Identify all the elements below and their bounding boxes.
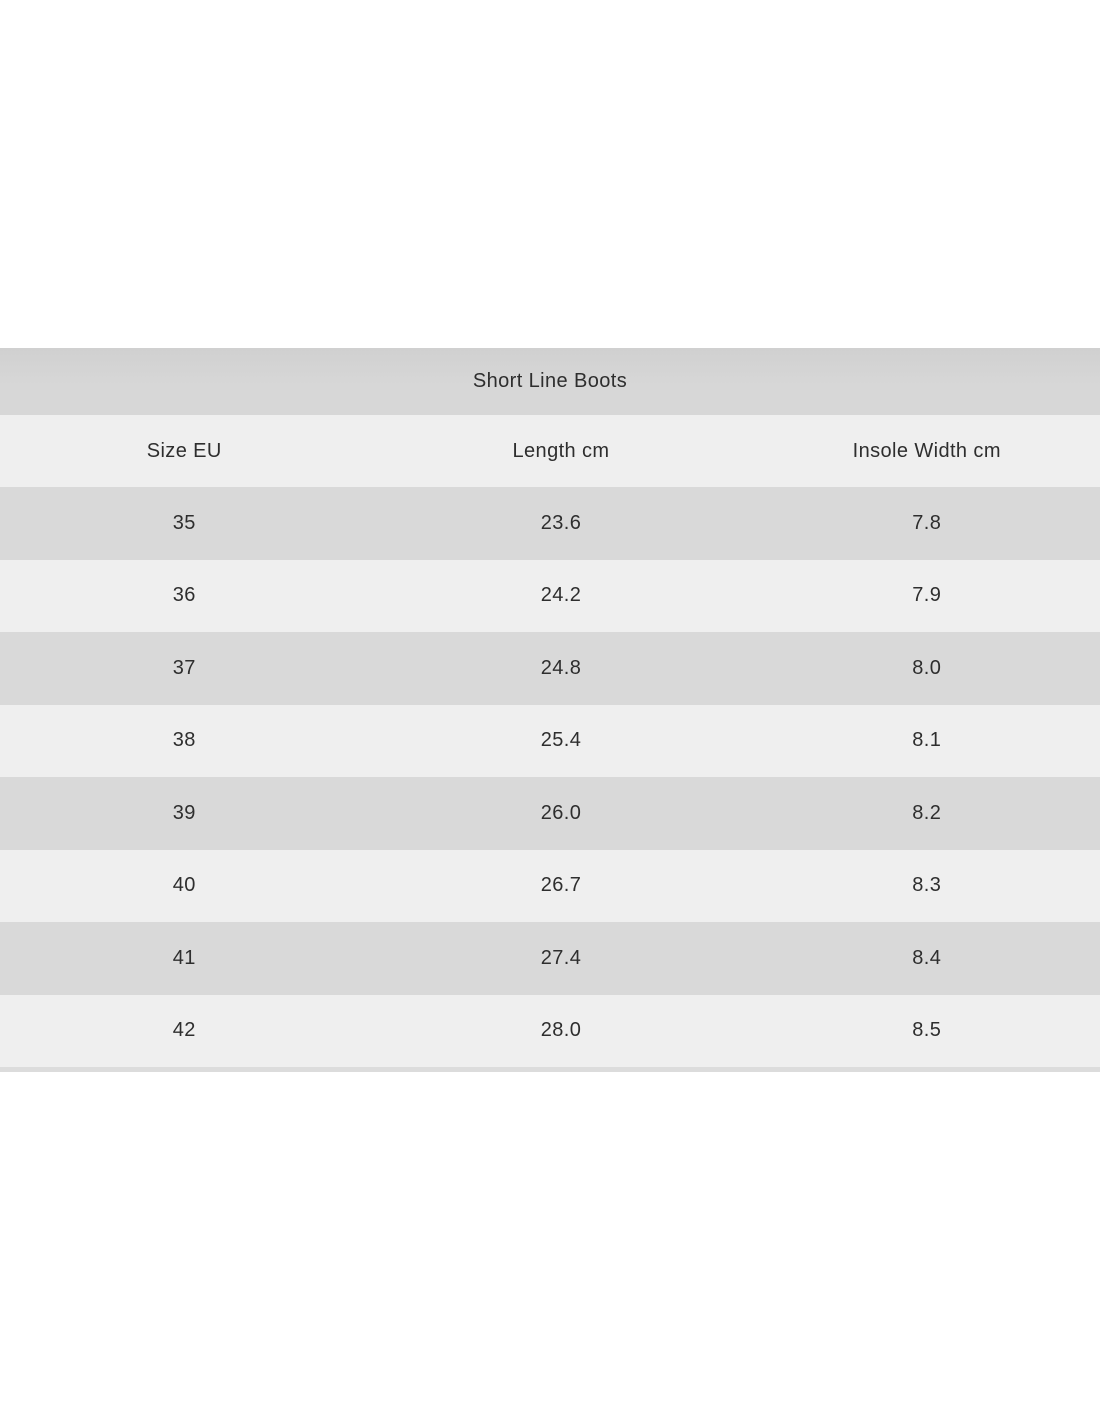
table-bottom-strip	[0, 1067, 1100, 1072]
column-header-length-cm: Length cm	[512, 439, 610, 462]
insole-width-cm-cell: 7.8	[912, 511, 942, 534]
size-eu-cell: 42	[172, 1019, 196, 1042]
size-eu-cell: 35	[172, 511, 196, 534]
length-cm-cell: 24.2	[540, 584, 582, 607]
length-cm-cell: 26.0	[540, 801, 582, 824]
insole-width-cm-cell: 8.3	[912, 874, 942, 897]
insole-width-cm-cell: 8.1	[912, 729, 942, 752]
column-header-size-eu: Size EU	[146, 439, 222, 462]
table-row: 37 24.8 8.0	[0, 632, 1100, 705]
table-header-row: Size EU Length cm Insole Width cm	[0, 415, 1100, 487]
size-eu-cell: 39	[172, 801, 196, 824]
length-cm-cell: 26.7	[540, 874, 582, 897]
length-cm-cell: 24.8	[540, 656, 582, 679]
table-title: Short Line Boots	[0, 348, 1100, 415]
table-row: 36 24.2 7.9	[0, 559, 1100, 632]
table-row: 42 28.0 8.5	[0, 994, 1100, 1067]
size-eu-cell: 38	[172, 729, 196, 752]
table-row: 41 27.4 8.4	[0, 922, 1100, 995]
length-cm-cell: 23.6	[540, 511, 582, 534]
size-eu-cell: 36	[172, 584, 196, 607]
insole-width-cm-cell: 8.2	[912, 801, 942, 824]
length-cm-cell: 28.0	[540, 1019, 582, 1042]
table-row: 40 26.7 8.3	[0, 849, 1100, 922]
insole-width-cm-cell: 8.4	[912, 946, 942, 969]
table-body: 35 23.6 7.8 36 24.2 7.9 37 24.8 8.0 38 25.4 8.1 39 26…	[0, 487, 1100, 1067]
insole-width-cm-cell: 7.9	[912, 584, 942, 607]
table-row: 39 26.0 8.2	[0, 777, 1100, 850]
size-eu-cell: 37	[172, 656, 196, 679]
length-cm-cell: 25.4	[540, 729, 582, 752]
size-eu-cell: 40	[172, 874, 196, 897]
table-row: 35 23.6 7.8	[0, 487, 1100, 560]
column-header-insole-width-cm: Insole Width cm	[852, 439, 1001, 462]
size-chart-table: Short Line Boots Size EU Length cm Insole …	[0, 348, 1100, 1072]
insole-width-cm-cell: 8.5	[912, 1019, 942, 1042]
size-eu-cell: 41	[172, 946, 196, 969]
table-row: 38 25.4 8.1	[0, 704, 1100, 777]
length-cm-cell: 27.4	[540, 946, 582, 969]
insole-width-cm-cell: 8.0	[912, 656, 942, 679]
